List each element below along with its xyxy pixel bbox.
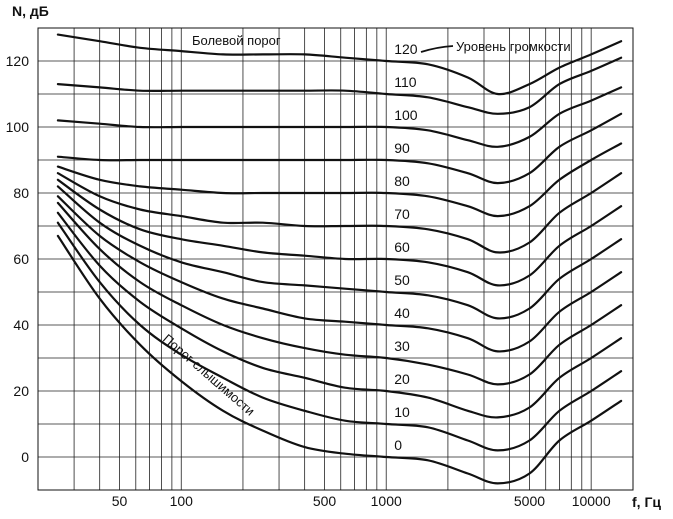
loudness-curve-0 xyxy=(56,234,623,485)
loudness-curve-60 xyxy=(56,178,623,287)
x-tick-label: 10000 xyxy=(572,493,611,509)
x-tick-label: 500 xyxy=(313,493,337,509)
y-tick-labels: 0 20 40 60 80 100 120 xyxy=(6,53,30,465)
curve-label-60: 60 xyxy=(394,239,410,255)
curve-label-120: 120 xyxy=(394,41,418,57)
curve-label-110: 110 xyxy=(394,74,417,90)
y-axis-title: N, дБ xyxy=(12,3,49,19)
y-tick-label: 0 xyxy=(21,449,29,465)
x-tick-label: 100 xyxy=(170,493,194,509)
loudness-curve-70 xyxy=(56,172,623,254)
loudness-curve-40 xyxy=(56,195,623,353)
curve-label-50: 50 xyxy=(394,272,410,288)
loudness-level-label: Уровень громкости xyxy=(456,39,571,54)
y-tick-label: 80 xyxy=(13,185,29,201)
curve-label-90: 90 xyxy=(394,140,410,156)
x-axis-title: f, Гц xyxy=(632,494,661,510)
loudness-curve-20 xyxy=(56,211,623,419)
x-tick-label: 50 xyxy=(112,493,128,509)
curve-label-100: 100 xyxy=(394,107,418,123)
loudness-curve-30 xyxy=(56,201,623,386)
loudness-curve-50 xyxy=(56,185,623,320)
loudness-curve-110 xyxy=(56,56,623,115)
curve-label-0: 0 xyxy=(394,437,402,453)
curve-label-20: 20 xyxy=(394,371,410,387)
x-tick-label: 1000 xyxy=(371,493,402,509)
loudness-curve-120 xyxy=(56,33,623,96)
loudness-curves xyxy=(56,33,623,485)
x-tick-label: 5000 xyxy=(514,493,545,509)
curve-label-10: 10 xyxy=(394,404,410,420)
y-tick-label: 120 xyxy=(6,53,30,69)
x-tick-labels: 50 100 500 1000 5000 10000 xyxy=(112,493,611,509)
curve-label-30: 30 xyxy=(394,338,410,354)
plot-frame xyxy=(37,27,634,491)
curve-labels: 0 10 20 30 40 50 60 70 80 90 100 110 120 xyxy=(394,41,418,453)
loudness-curve-80 xyxy=(56,142,623,218)
y-tick-label: 100 xyxy=(6,119,30,135)
loudness-curve-90 xyxy=(56,112,623,185)
curve-label-70: 70 xyxy=(394,206,410,222)
curve-label-80: 80 xyxy=(394,173,410,189)
y-tick-label: 20 xyxy=(13,383,29,399)
y-tick-label: 60 xyxy=(13,251,29,267)
loudness-curve-100 xyxy=(56,86,623,148)
y-tick-label: 40 xyxy=(13,317,29,333)
pain-threshold-label: Болевой порог xyxy=(192,33,281,48)
loudness-curve-10 xyxy=(56,221,623,452)
curve-label-40: 40 xyxy=(394,305,410,321)
pain-threshold-leader xyxy=(420,45,454,53)
